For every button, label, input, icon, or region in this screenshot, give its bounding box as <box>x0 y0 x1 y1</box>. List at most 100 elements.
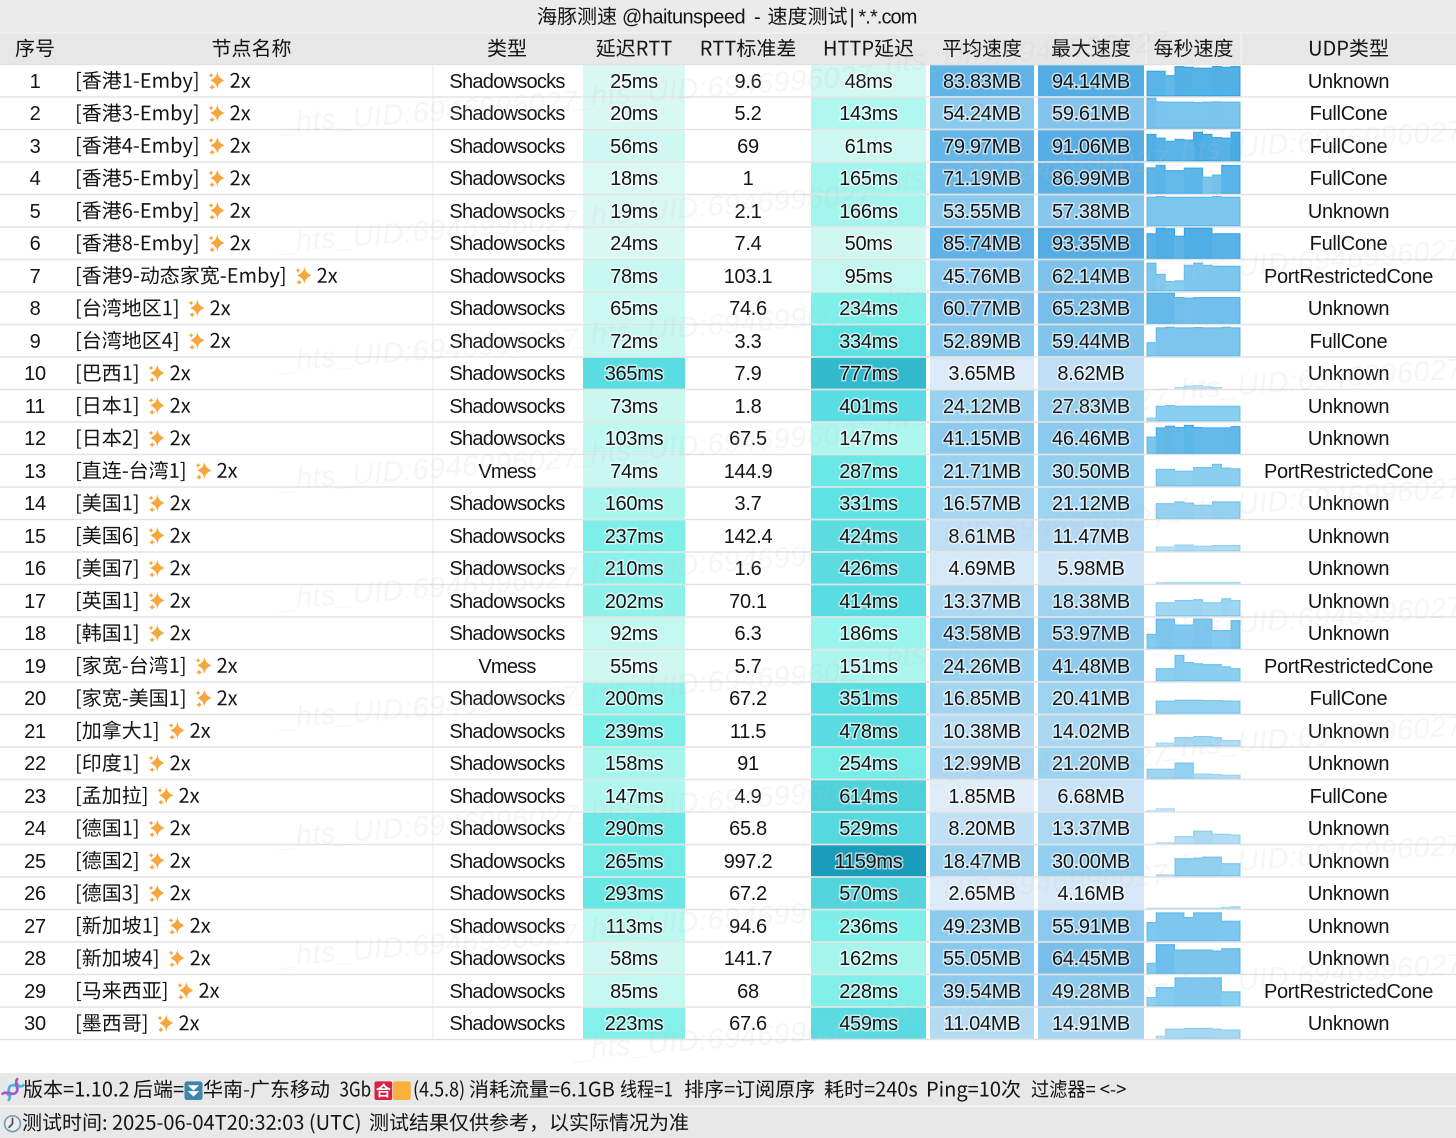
svg-text:459ms: 459ms <box>839 1013 898 1035</box>
svg-text:202ms: 202ms <box>605 591 664 613</box>
svg-text:55.91MB: 55.91MB <box>1052 916 1130 938</box>
svg-text:79.97MB: 79.97MB <box>943 136 1021 158</box>
svg-text:Unknown: Unknown <box>1308 201 1389 223</box>
svg-text:16: 16 <box>24 558 46 580</box>
svg-text:6.3: 6.3 <box>735 623 762 645</box>
svg-text:Unknown: Unknown <box>1308 526 1389 548</box>
svg-text:160ms: 160ms <box>605 493 664 515</box>
svg-text:92ms: 92ms <box>610 623 658 645</box>
svg-text:45.76MB: 45.76MB <box>943 266 1021 288</box>
svg-text:62.14MB: 62.14MB <box>1052 266 1130 288</box>
svg-text:365ms: 365ms <box>605 363 664 385</box>
svg-text:Shadowsocks: Shadowsocks <box>449 916 565 938</box>
svg-text:141.7: 141.7 <box>724 948 773 970</box>
svg-text:2: 2 <box>30 103 41 125</box>
svg-text:3.65MB: 3.65MB <box>948 363 1015 385</box>
svg-text:529ms: 529ms <box>839 818 898 840</box>
svg-text:Shadowsocks: Shadowsocks <box>449 331 565 353</box>
svg-text:424ms: 424ms <box>839 526 898 548</box>
svg-text:Shadowsocks: Shadowsocks <box>449 721 565 743</box>
svg-text:FullCone: FullCone <box>1310 688 1388 710</box>
svg-text:290ms: 290ms <box>605 818 664 840</box>
svg-text:67.2: 67.2 <box>729 688 767 710</box>
svg-text:Unknown: Unknown <box>1308 591 1389 613</box>
svg-text:Unknown: Unknown <box>1308 493 1389 515</box>
svg-text:64.45MB: 64.45MB <box>1052 948 1130 970</box>
svg-text:21.71MB: 21.71MB <box>943 461 1021 483</box>
svg-text:27: 27 <box>24 916 46 938</box>
svg-text:21.12MB: 21.12MB <box>1052 493 1130 515</box>
svg-text:Unknown: Unknown <box>1308 396 1389 418</box>
svg-text:FullCone: FullCone <box>1310 331 1388 353</box>
svg-text:997.2: 997.2 <box>724 851 773 873</box>
svg-text:3.7: 3.7 <box>735 493 762 515</box>
svg-text:19ms: 19ms <box>610 201 658 223</box>
svg-text:Unknown: Unknown <box>1308 883 1389 905</box>
svg-text:21.20MB: 21.20MB <box>1052 753 1130 775</box>
svg-text:49.28MB: 49.28MB <box>1052 981 1130 1003</box>
svg-text:61ms: 61ms <box>845 136 893 158</box>
svg-text:24ms: 24ms <box>610 233 658 255</box>
svg-text:7.9: 7.9 <box>735 363 762 385</box>
svg-text:6.68MB: 6.68MB <box>1057 786 1124 808</box>
svg-text:20ms: 20ms <box>610 103 658 125</box>
svg-text:Vmess: Vmess <box>478 656 536 678</box>
svg-text:94.6: 94.6 <box>729 916 767 938</box>
svg-text:18: 18 <box>24 623 46 645</box>
svg-text:147ms: 147ms <box>605 786 664 808</box>
svg-text:Shadowsocks: Shadowsocks <box>449 883 565 905</box>
svg-text:65.23MB: 65.23MB <box>1052 298 1130 320</box>
svg-text:570ms: 570ms <box>839 883 898 905</box>
svg-text:Shadowsocks: Shadowsocks <box>449 981 565 1003</box>
svg-text:50ms: 50ms <box>845 233 893 255</box>
svg-text:15: 15 <box>24 526 46 548</box>
svg-text:239ms: 239ms <box>605 721 664 743</box>
svg-text:Shadowsocks: Shadowsocks <box>449 591 565 613</box>
svg-text:237ms: 237ms <box>605 526 664 548</box>
svg-text:24.12MB: 24.12MB <box>943 396 1021 418</box>
svg-text:103.1: 103.1 <box>724 266 773 288</box>
svg-text:1.6: 1.6 <box>735 558 762 580</box>
svg-text:18.38MB: 18.38MB <box>1052 591 1130 613</box>
svg-text:24.26MB: 24.26MB <box>943 656 1021 678</box>
svg-text:Unknown: Unknown <box>1308 753 1389 775</box>
svg-text:58ms: 58ms <box>610 948 658 970</box>
svg-text:4: 4 <box>30 168 41 190</box>
svg-text:3: 3 <box>30 136 41 158</box>
svg-text:4.16MB: 4.16MB <box>1057 883 1124 905</box>
svg-text:236ms: 236ms <box>839 916 898 938</box>
svg-text:151ms: 151ms <box>839 656 898 678</box>
svg-text:PortRestrictedCone: PortRestrictedCone <box>1264 981 1433 1003</box>
svg-text:Shadowsocks: Shadowsocks <box>449 818 565 840</box>
svg-text:401ms: 401ms <box>839 396 898 418</box>
svg-text:158ms: 158ms <box>605 753 664 775</box>
svg-text:186ms: 186ms <box>839 623 898 645</box>
svg-text:Shadowsocks: Shadowsocks <box>449 623 565 645</box>
svg-text:5.2: 5.2 <box>735 103 762 125</box>
svg-text:65.8: 65.8 <box>729 818 767 840</box>
svg-text:91: 91 <box>737 753 759 775</box>
svg-text:54.24MB: 54.24MB <box>943 103 1021 125</box>
svg-text:1.85MB: 1.85MB <box>948 786 1015 808</box>
svg-text:293ms: 293ms <box>605 883 664 905</box>
svg-text:13.37MB: 13.37MB <box>1052 818 1130 840</box>
svg-text:426ms: 426ms <box>839 558 898 580</box>
svg-text:113ms: 113ms <box>605 916 662 938</box>
svg-text:331ms: 331ms <box>839 493 898 515</box>
svg-text:Vmess: Vmess <box>478 461 536 483</box>
svg-text:13.37MB: 13.37MB <box>943 591 1021 613</box>
svg-text:Unknown: Unknown <box>1308 71 1389 93</box>
svg-text:210ms: 210ms <box>605 558 664 580</box>
svg-text:Shadowsocks: Shadowsocks <box>449 428 565 450</box>
svg-text:68: 68 <box>737 981 759 1003</box>
svg-text:414ms: 414ms <box>839 591 898 613</box>
svg-text:478ms: 478ms <box>839 721 898 743</box>
svg-text:16.85MB: 16.85MB <box>943 688 1021 710</box>
svg-text:234ms: 234ms <box>839 298 898 320</box>
svg-text:265ms: 265ms <box>605 851 664 873</box>
svg-text:Unknown: Unknown <box>1308 1013 1389 1035</box>
svg-text:11.47MB: 11.47MB <box>1053 526 1129 548</box>
svg-text:8.61MB: 8.61MB <box>948 526 1015 548</box>
svg-text:6: 6 <box>30 233 41 255</box>
svg-text:PortRestrictedCone: PortRestrictedCone <box>1264 461 1433 483</box>
